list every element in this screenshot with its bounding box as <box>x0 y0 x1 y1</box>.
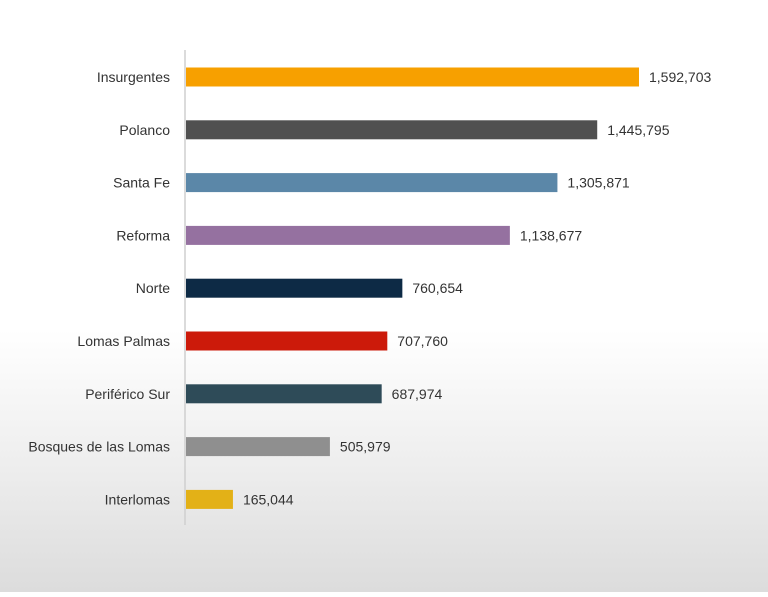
bar-insurgentes <box>186 67 639 87</box>
value-label-periferico-sur: 687,974 <box>392 386 443 402</box>
category-label-norte: Norte <box>136 280 170 296</box>
category-labels: Insurgentes Polanco Santa Fe Reforma Norte Lo… <box>28 69 170 507</box>
category-label-polanco: Polanco <box>119 122 170 138</box>
value-label-norte: 760,654 <box>412 280 463 296</box>
category-label-bosques-de-las-lomas: Bosques de las Lomas <box>28 439 170 455</box>
category-label-lomas-palmas: Lomas Palmas <box>77 333 170 349</box>
bar-lomas-palmas <box>186 331 388 351</box>
bar-norte <box>186 278 403 298</box>
value-label-bosques-de-las-lomas: 505,979 <box>340 439 391 455</box>
value-label-interlomas: 165,044 <box>243 491 294 507</box>
bar-bosques-de-las-lomas <box>186 437 330 457</box>
bar-periferico-sur <box>186 384 382 404</box>
bars <box>186 67 639 509</box>
category-label-reforma: Reforma <box>116 227 170 243</box>
category-label-santa-fe: Santa Fe <box>113 175 170 191</box>
value-label-reforma: 1,138,677 <box>520 227 582 243</box>
bar-interlomas <box>186 489 233 509</box>
bar-reforma <box>186 225 510 245</box>
value-label-santa-fe: 1,305,871 <box>567 175 629 191</box>
category-label-interlomas: Interlomas <box>105 491 170 507</box>
value-labels: 1,592,703 1,445,795 1,305,871 1,138,677 760,… <box>243 69 712 507</box>
category-label-periferico-sur: Periférico Sur <box>85 386 170 402</box>
value-label-insurgentes: 1,592,703 <box>649 69 711 85</box>
category-label-insurgentes: Insurgentes <box>97 69 170 85</box>
value-label-polanco: 1,445,795 <box>607 122 669 138</box>
bar-santa-fe <box>186 173 558 193</box>
bar-polanco <box>186 120 598 140</box>
value-label-lomas-palmas: 707,760 <box>397 333 448 349</box>
